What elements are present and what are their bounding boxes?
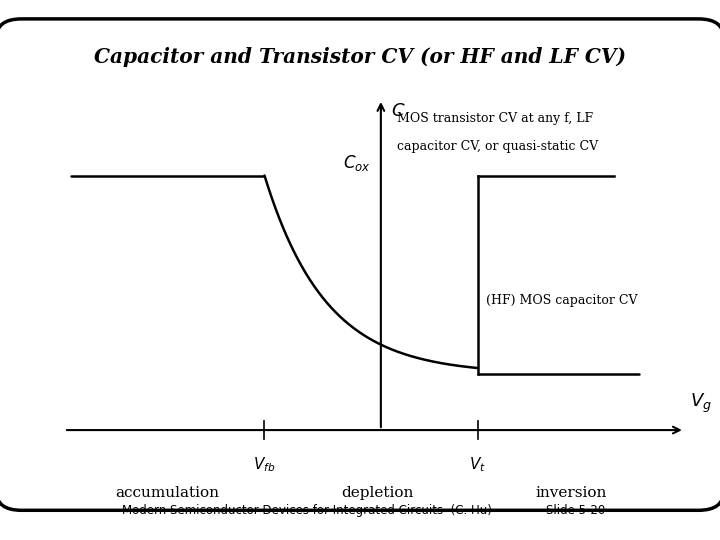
- Text: Slide 5-20: Slide 5-20: [546, 504, 605, 517]
- Text: $C_{ox}$: $C_{ox}$: [343, 153, 372, 173]
- Text: accumulation: accumulation: [115, 486, 220, 500]
- Text: $V_t$: $V_t$: [469, 456, 486, 474]
- Text: $V_g$: $V_g$: [690, 392, 712, 415]
- Text: Capacitor and Transistor CV (or HF and LF CV): Capacitor and Transistor CV (or HF and L…: [94, 46, 626, 67]
- Text: $C$: $C$: [390, 102, 405, 120]
- Text: inversion: inversion: [536, 486, 607, 500]
- Text: Modern Semiconductor Devices for Integrated Circuits  (C. Hu): Modern Semiconductor Devices for Integra…: [122, 504, 492, 517]
- Text: $V_{fb}$: $V_{fb}$: [253, 456, 276, 474]
- Text: MOS transistor CV at any f, LF: MOS transistor CV at any f, LF: [397, 112, 593, 125]
- Text: depletion: depletion: [341, 486, 414, 500]
- Text: capacitor CV, or quasi-static CV: capacitor CV, or quasi-static CV: [397, 139, 598, 153]
- Text: (HF) MOS capacitor CV: (HF) MOS capacitor CV: [485, 294, 637, 307]
